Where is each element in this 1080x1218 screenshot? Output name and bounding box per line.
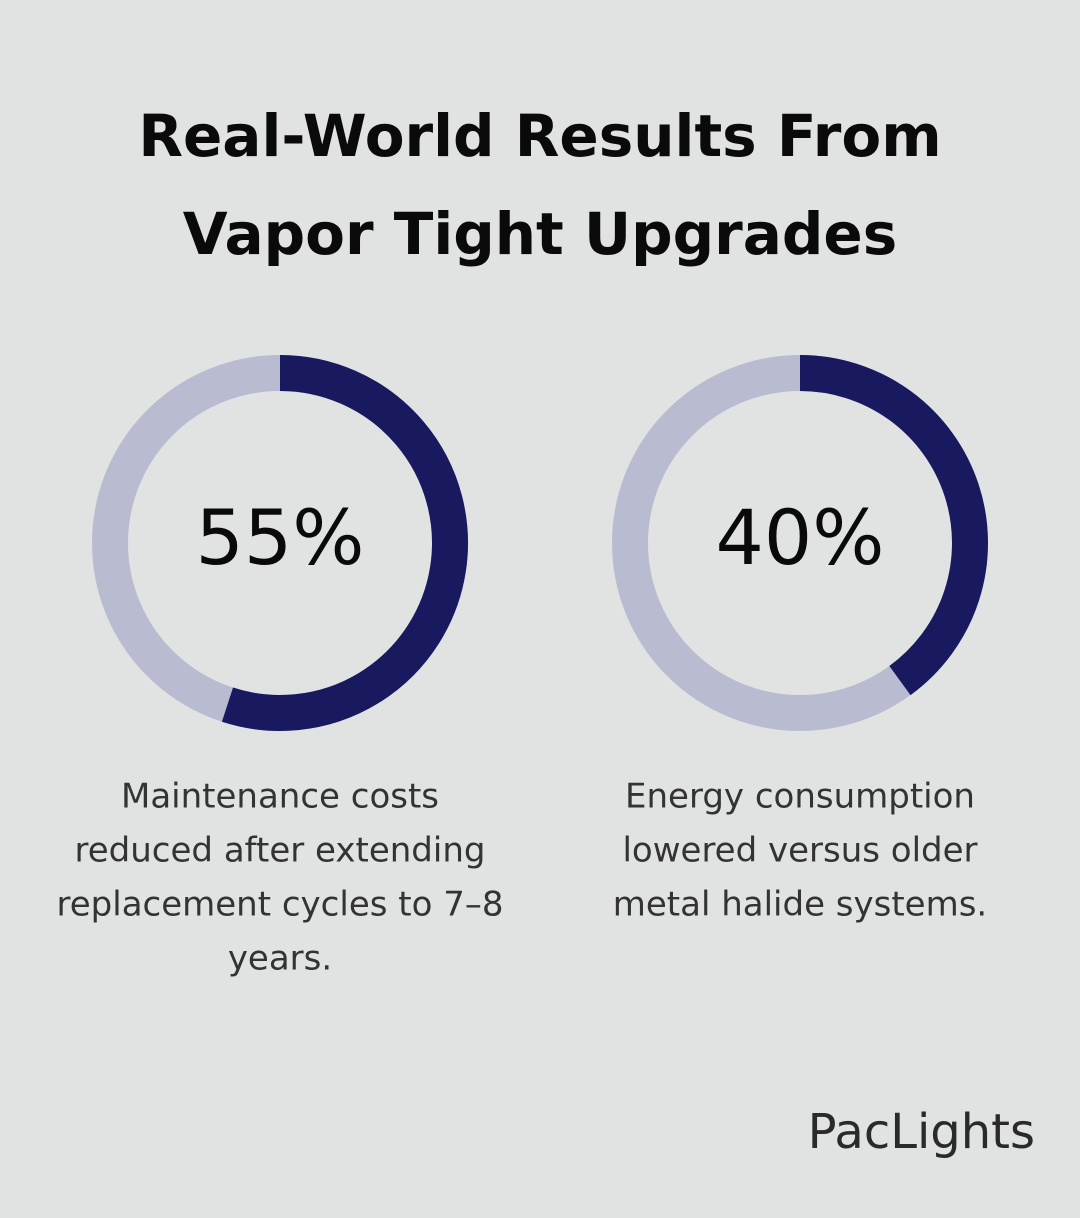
donut-arc bbox=[221, 355, 468, 731]
donut-arc bbox=[799, 355, 988, 696]
title-line: Real-World Results From bbox=[138, 102, 941, 170]
caption-line: lowered versus older bbox=[622, 831, 977, 871]
title-line: Vapor Tight Upgrades bbox=[183, 200, 897, 268]
value-label: 55% bbox=[196, 493, 365, 582]
brand-logo: PacLights bbox=[808, 1104, 1035, 1160]
caption-line: Maintenance costs bbox=[121, 777, 439, 817]
caption-line: metal halide systems. bbox=[613, 885, 987, 925]
caption-line: replacement cycles to 7–8 bbox=[57, 885, 504, 925]
value-label: 40% bbox=[716, 493, 885, 582]
caption-line: Energy consumption bbox=[625, 777, 975, 817]
caption-line: reduced after extending bbox=[75, 831, 486, 871]
caption-line: years. bbox=[228, 939, 332, 979]
